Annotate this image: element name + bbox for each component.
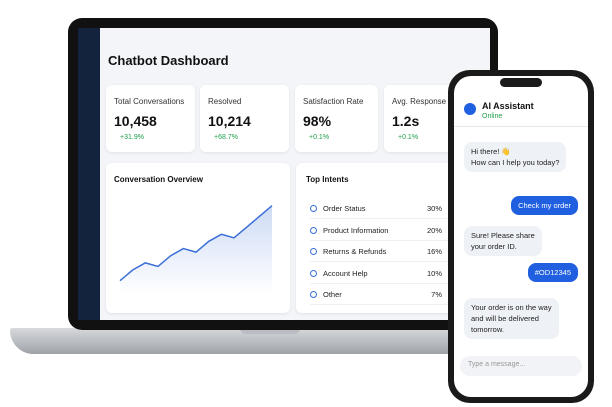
message-line: your order ID.: [471, 242, 517, 251]
intent-share: 30%: [426, 204, 442, 213]
intent-divider: [310, 261, 460, 262]
user-message: Check my order: [511, 196, 578, 215]
kpi-card: [200, 85, 289, 152]
user-message: #OD12345: [527, 263, 578, 282]
intent-divider: [310, 239, 460, 241]
kpi-delta: +0.1%: [398, 134, 419, 141]
intent-name: Product Information: [323, 225, 389, 235]
kpi-value: 98%: [303, 113, 332, 129]
bot-avatar: [464, 103, 476, 115]
overview-chart: [119, 205, 273, 295]
sidebar: [78, 28, 100, 320]
intent-icon: [310, 291, 317, 298]
message-line: Your order is on the way: [471, 303, 552, 312]
kpi-value: 1.2s: [392, 113, 420, 129]
laptop-notch: [240, 328, 300, 334]
message-line: How can I help you today?: [471, 158, 560, 167]
bot-message: Hi there! 👋 How can I help you today?: [464, 142, 567, 172]
chat-name: AI Assistant: [482, 101, 534, 111]
message-line: Hi there! 👋: [471, 147, 511, 156]
message-line: #OD12345: [534, 268, 571, 277]
bot-message: Your order is on the way and will be deli…: [464, 298, 559, 339]
intent-icon: [310, 205, 317, 212]
intent-divider: [310, 304, 460, 305]
intent-share: 7%: [431, 290, 442, 299]
kpi-delta: +0.1%: [309, 134, 330, 141]
kpi-value: 10,458: [114, 113, 157, 129]
overview-area: [120, 205, 272, 295]
overview-title: Conversation Overview: [114, 175, 203, 184]
intent-icon: [310, 269, 317, 277]
intent-name: Other: [323, 290, 342, 299]
intent-name: Returns & Refunds: [323, 247, 387, 256]
overview-line: [119, 205, 273, 282]
kpi-delta: +68.7%: [214, 134, 238, 141]
kpi-label: Satisfaction Rate: [303, 97, 364, 106]
intent-divider: [310, 282, 460, 284]
kpi-delta: +31.9%: [120, 134, 144, 141]
kpi-label: Avg. Response Tim: [392, 97, 462, 106]
intent-share: 16%: [426, 247, 442, 256]
bot-message: Sure! Please share your order ID.: [464, 226, 542, 256]
message-line: Sure! Please share: [471, 231, 535, 240]
kpi-card: [106, 85, 195, 152]
kpi-label: Total Conversations: [114, 97, 185, 106]
kpi-label: Resolved: [208, 97, 242, 106]
intents-title: Top Intents: [306, 175, 349, 184]
dashboard-title: Chatbot Dashboard: [108, 53, 229, 68]
intent-divider: [310, 218, 460, 219]
intent-share: 10%: [426, 268, 442, 278]
chat-status: Online: [482, 113, 503, 120]
intent-name: Account Help: [323, 268, 368, 278]
intent-icon: [310, 248, 317, 255]
phone-notch: [500, 78, 542, 87]
intents-panel: [296, 163, 474, 313]
intent-share: 20%: [426, 225, 442, 235]
message-line: tomorrow.: [471, 325, 504, 334]
message-line: Check my order: [518, 201, 571, 210]
message-input[interactable]: [460, 356, 582, 376]
message-line: and will be delivered: [471, 314, 539, 323]
kpi-card: [295, 85, 378, 152]
header-divider: [454, 126, 588, 127]
intent-icon: [310, 226, 317, 234]
kpi-value: 10,214: [208, 113, 251, 129]
input-placeholder: Type a message...: [468, 361, 526, 368]
intent-name: Order Status: [323, 204, 366, 213]
